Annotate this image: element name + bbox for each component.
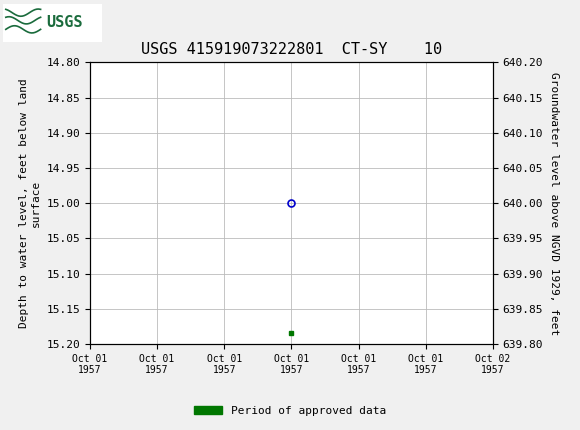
Legend: Period of approved data: Period of approved data (190, 401, 390, 420)
Text: USGS: USGS (46, 15, 83, 30)
Bar (3, 3, 102, 42)
Y-axis label: Groundwater level above NGVD 1929, feet: Groundwater level above NGVD 1929, feet (549, 71, 559, 335)
Title: USGS 415919073222801  CT-SY    10: USGS 415919073222801 CT-SY 10 (141, 42, 442, 57)
Y-axis label: Depth to water level, feet below land
surface: Depth to water level, feet below land su… (19, 78, 41, 328)
